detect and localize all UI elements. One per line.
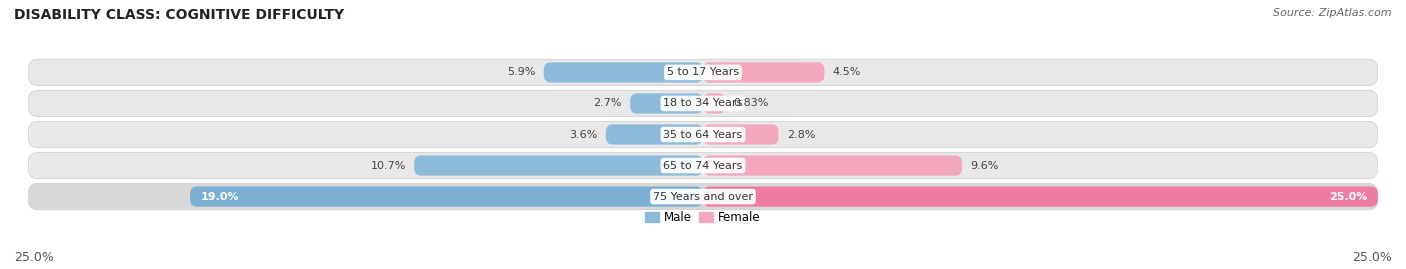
- Text: 0.83%: 0.83%: [734, 98, 769, 108]
- FancyBboxPatch shape: [28, 152, 1378, 179]
- Text: 4.5%: 4.5%: [832, 68, 860, 77]
- Text: Source: ZipAtlas.com: Source: ZipAtlas.com: [1274, 8, 1392, 18]
- Text: 35 to 64 Years: 35 to 64 Years: [664, 129, 742, 140]
- Text: 25.0%: 25.0%: [14, 251, 53, 264]
- Text: DISABILITY CLASS: COGNITIVE DIFFICULTY: DISABILITY CLASS: COGNITIVE DIFFICULTY: [14, 8, 344, 22]
- Text: 25.0%: 25.0%: [1353, 251, 1392, 264]
- FancyBboxPatch shape: [415, 155, 703, 176]
- Text: 25.0%: 25.0%: [1329, 192, 1367, 201]
- FancyBboxPatch shape: [28, 90, 1378, 117]
- FancyBboxPatch shape: [28, 59, 1378, 86]
- Text: 3.6%: 3.6%: [569, 129, 598, 140]
- FancyBboxPatch shape: [703, 155, 962, 176]
- Text: 65 to 74 Years: 65 to 74 Years: [664, 161, 742, 171]
- FancyBboxPatch shape: [630, 93, 703, 114]
- Text: 75 Years and over: 75 Years and over: [652, 192, 754, 201]
- Legend: Male, Female: Male, Female: [641, 206, 765, 229]
- Text: 10.7%: 10.7%: [371, 161, 406, 171]
- FancyBboxPatch shape: [703, 93, 725, 114]
- Text: 9.6%: 9.6%: [970, 161, 998, 171]
- FancyBboxPatch shape: [606, 124, 703, 145]
- Text: 2.7%: 2.7%: [593, 98, 621, 108]
- FancyBboxPatch shape: [703, 186, 1378, 207]
- Text: 19.0%: 19.0%: [201, 192, 239, 201]
- Text: 2.8%: 2.8%: [787, 129, 815, 140]
- Text: 5 to 17 Years: 5 to 17 Years: [666, 68, 740, 77]
- FancyBboxPatch shape: [703, 124, 779, 145]
- FancyBboxPatch shape: [28, 121, 1378, 148]
- FancyBboxPatch shape: [544, 62, 703, 83]
- Text: 5.9%: 5.9%: [508, 68, 536, 77]
- FancyBboxPatch shape: [190, 186, 703, 207]
- FancyBboxPatch shape: [28, 183, 1378, 210]
- Text: 18 to 34 Years: 18 to 34 Years: [664, 98, 742, 108]
- FancyBboxPatch shape: [703, 62, 824, 83]
